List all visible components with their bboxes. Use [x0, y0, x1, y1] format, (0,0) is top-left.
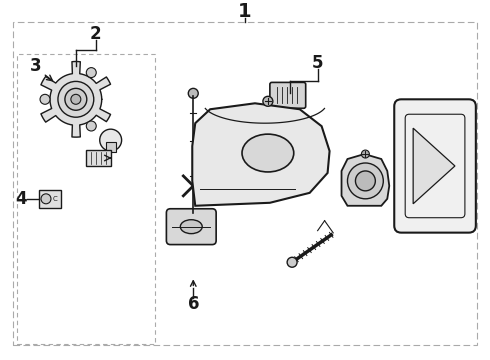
Text: 6: 6	[188, 295, 199, 313]
Polygon shape	[192, 103, 330, 206]
Circle shape	[86, 121, 96, 131]
Bar	[106, 142, 116, 152]
Circle shape	[41, 194, 51, 204]
Circle shape	[71, 94, 81, 104]
Circle shape	[40, 94, 50, 104]
Text: 2: 2	[90, 24, 101, 42]
Circle shape	[65, 88, 87, 110]
Ellipse shape	[180, 220, 202, 234]
Circle shape	[58, 81, 94, 117]
Text: 4: 4	[15, 190, 27, 208]
Polygon shape	[41, 62, 111, 137]
Text: 1: 1	[238, 2, 252, 21]
Bar	[39, 190, 61, 208]
Circle shape	[100, 129, 122, 151]
Circle shape	[188, 88, 198, 98]
Circle shape	[362, 150, 369, 158]
Ellipse shape	[242, 134, 294, 172]
FancyBboxPatch shape	[167, 209, 216, 244]
Polygon shape	[413, 128, 455, 204]
FancyBboxPatch shape	[270, 82, 306, 108]
Circle shape	[355, 171, 375, 191]
Bar	[86, 150, 111, 166]
Circle shape	[263, 96, 273, 106]
Circle shape	[347, 163, 383, 199]
Text: 3: 3	[30, 58, 42, 76]
Circle shape	[287, 257, 297, 267]
Circle shape	[86, 68, 96, 77]
Text: C: C	[52, 196, 57, 202]
Text: 5: 5	[312, 54, 323, 72]
Polygon shape	[342, 154, 389, 206]
FancyBboxPatch shape	[394, 99, 476, 233]
